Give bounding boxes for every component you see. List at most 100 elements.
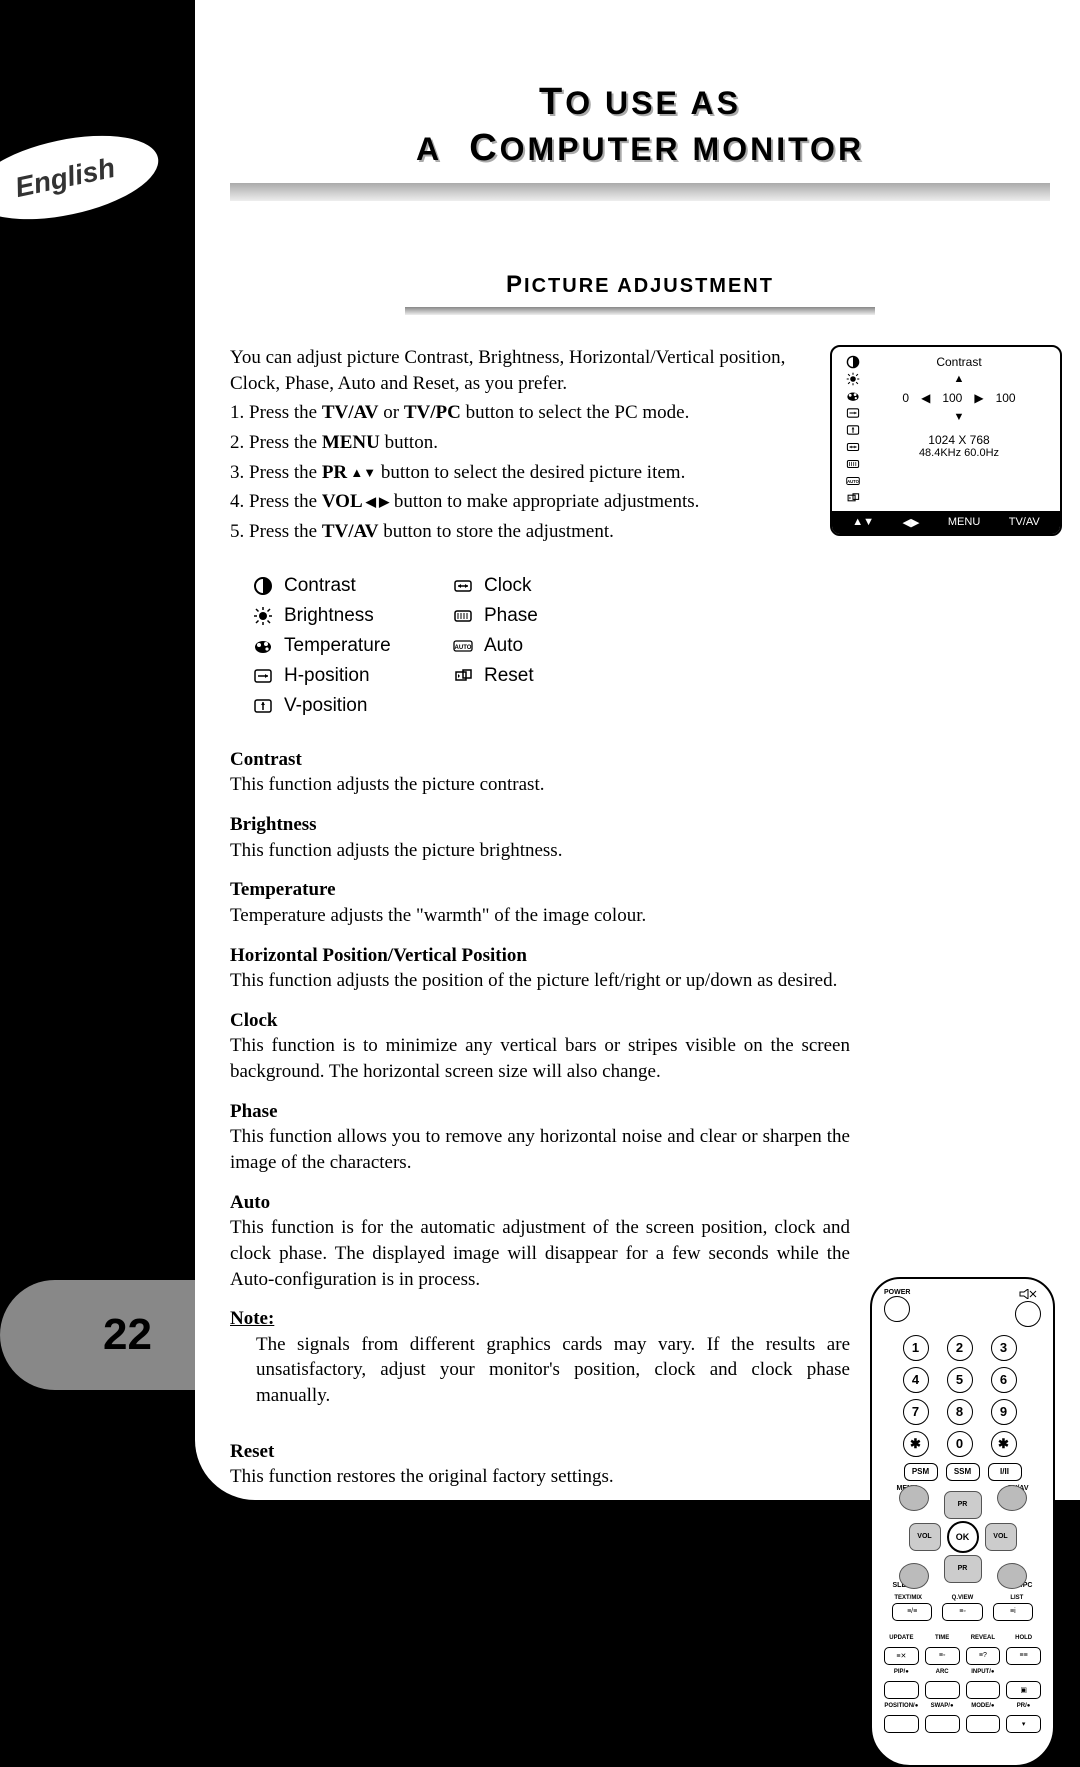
mode-label: MODE/● [966,1703,1001,1709]
svg-text:AUTO: AUTO [847,479,860,484]
list-label: LIST [993,1595,1041,1601]
osd-nav-updown: ▲▼ [852,516,874,529]
term-hvpos: Horizontal Position/Vertical Position [230,943,850,969]
definitions: Contrast This function adjusts the pictu… [230,747,850,1490]
pr-down-button[interactable]: PR [944,1555,982,1583]
vpos-icon [252,695,274,717]
svg-text:AUTO: AUTO [455,645,472,651]
legend-reset: Reset [484,665,534,687]
desc-contrast: This function adjusts the picture contra… [230,772,850,798]
osd-side-icons: AUTO [840,355,866,505]
term-clock: Clock [230,1008,850,1034]
num-star1[interactable]: ✱ [903,1431,929,1457]
temperature-icon [845,389,861,403]
clock-icon [845,440,861,454]
time-label: TIME [925,1635,960,1641]
num-5[interactable]: 5 [947,1367,973,1393]
osd-values: 0 ◀ 100 ▶ 100 [866,391,1052,405]
time-button[interactable]: ≡◦ [925,1647,960,1665]
update-label: UPDATE [884,1635,919,1641]
desc-phase: This function allows you to remove any h… [230,1124,850,1175]
phase-icon [845,457,861,471]
legend-temperature: Temperature [284,635,391,657]
menu-button[interactable] [899,1485,929,1511]
vol-right-button[interactable]: VOL [985,1523,1017,1551]
update-button[interactable]: ≡✕ [884,1647,919,1665]
legend-clock: Clock [484,575,532,597]
remote-control: POWER 1 2 3 4 5 6 7 8 9 ✱ 0 ✱ [870,1277,1055,1767]
reset-icon [452,665,474,687]
term-temperature: Temperature [230,877,850,903]
vpos-icon [845,423,861,437]
icon-legend: Contrast Clock Brightness Phase Temperat… [252,575,1050,717]
hpos-icon [845,406,861,420]
num-star2[interactable]: ✱ [991,1431,1017,1457]
desc-reset: This function restores the original fact… [230,1464,850,1490]
pr-up-button[interactable]: PR [944,1491,982,1519]
swap-button[interactable] [925,1715,960,1733]
num-0[interactable]: 0 [947,1431,973,1457]
power-label: POWER [884,1289,910,1296]
section-title: PICTURE ADJUSTMENT [230,271,1050,299]
pr-button[interactable]: ▾ [1006,1715,1041,1733]
osd-up: ▲ [866,373,1052,385]
extra1-button[interactable]: ▣ [1006,1681,1041,1699]
mute-icon [1018,1289,1038,1299]
mute-button[interactable] [1015,1301,1041,1327]
tvav-button[interactable] [997,1485,1027,1511]
legend-vpos: V-position [284,695,367,717]
num-9[interactable]: 9 [991,1399,1017,1425]
psm-button[interactable]: PSM [904,1463,938,1481]
ssm-button[interactable]: SSM [946,1463,980,1481]
contrast-icon [252,575,274,597]
mode-button[interactable] [966,1715,1001,1733]
iii-button[interactable]: I/II [988,1463,1022,1481]
sleep-button[interactable] [899,1563,929,1589]
position-button[interactable] [884,1715,919,1733]
osd-down: ▼ [866,411,1052,423]
term-contrast: Contrast [230,747,850,773]
legend-contrast: Contrast [284,575,356,597]
term-reset: Reset [230,1439,850,1465]
num-6[interactable]: 6 [991,1367,1017,1393]
arc-button[interactable] [925,1681,960,1699]
tvpc-button[interactable] [997,1563,1027,1589]
hold-label: HOLD [1006,1635,1041,1641]
power-button[interactable] [884,1296,910,1322]
osd-bottom-bar: ▲▼ ◀▶ MENU TV/AV [832,511,1060,534]
pr-label: PR/● [1006,1703,1041,1709]
hold-button[interactable]: ≡≡ [1006,1647,1041,1665]
vol-left-button[interactable]: VOL [909,1523,941,1551]
note-heading: Note: [230,1306,850,1332]
step-2: 2. Press the MENU button. [230,430,790,456]
textmix-button[interactable]: ≡/≡ [892,1603,932,1621]
phase-icon [452,605,474,627]
num-2[interactable]: 2 [947,1335,973,1361]
intro-text: You can adjust picture Contrast, Brightn… [230,345,790,396]
qview-label: Q.VIEW [938,1595,986,1601]
step-3: 3. Press the PR ▲▼ button to select the … [230,460,790,486]
pip-label: PIP/● [884,1669,919,1675]
brightness-icon [845,372,861,386]
dpad: MENU TV/AV SLEEP TV/PC PR PR VOL VOL OK [903,1487,1023,1587]
list-button[interactable]: ≡i [993,1603,1033,1621]
section-rule [405,307,875,315]
num-4[interactable]: 4 [903,1367,929,1393]
textmix-label: TEXT/MIX [884,1595,932,1601]
legend-phase: Phase [484,605,538,627]
osd-freq: 48.4KHz 60.0Hz [866,447,1052,459]
num-3[interactable]: 3 [991,1335,1017,1361]
input-label: INPUT/● [966,1669,1001,1675]
osd-panel: AUTO Contrast ▲ 0 ◀ 100 ▶ 100 ▼ 1024 X 7… [830,345,1062,536]
num-1[interactable]: 1 [903,1335,929,1361]
osd-label: Contrast [866,355,1052,369]
num-7[interactable]: 7 [903,1399,929,1425]
input-button[interactable] [966,1681,1001,1699]
intro-block: You can adjust picture Contrast, Brightn… [230,345,790,544]
ok-button[interactable]: OK [947,1521,979,1553]
pip-button[interactable] [884,1681,919,1699]
qview-button[interactable]: ≡◦ [942,1603,982,1621]
num-8[interactable]: 8 [947,1399,973,1425]
reveal-button[interactable]: ≡? [966,1647,1001,1665]
term-phase: Phase [230,1099,850,1125]
